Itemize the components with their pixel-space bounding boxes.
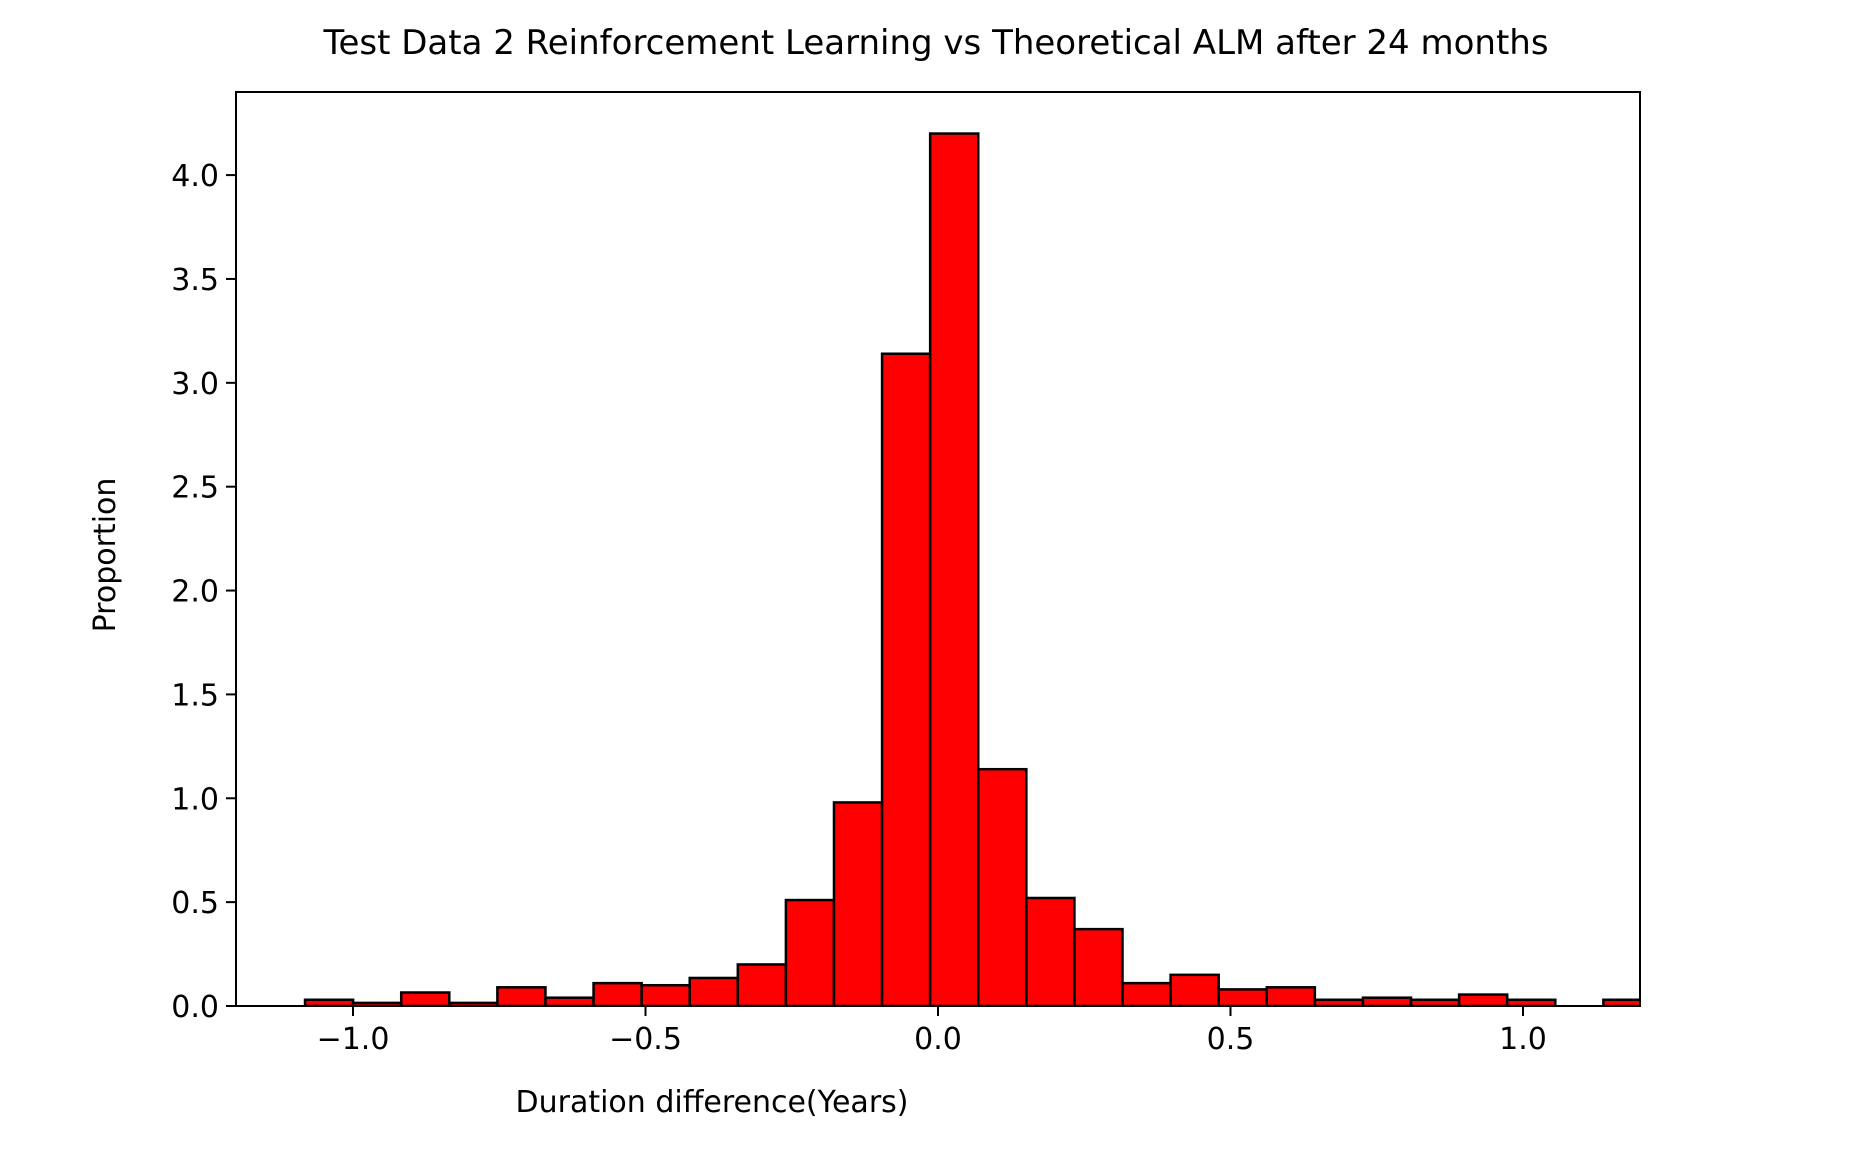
histogram-bar-14 [976,767,1028,1006]
chart-title: Test Data 2 Reinforcement Learning vs Th… [322,23,1548,63]
y-tick-label: 3.5 [171,263,219,298]
histogram-bar-5 [544,996,595,1006]
y-tick-label: 4.0 [171,159,219,194]
histogram-bar-22 [1361,996,1413,1006]
x-tick-label: 0.0 [914,1022,962,1057]
y-tick-label: 1.5 [171,678,219,713]
y-axis-label: Proportion [88,478,123,633]
y-tick-label: 1.0 [171,782,219,817]
histogram-bar-27 [1602,998,1640,1006]
bars-group [303,132,1640,1006]
histogram-bar-8 [688,976,740,1006]
histogram-bar-11 [832,801,884,1006]
histogram-bar-25 [1505,998,1557,1006]
y-tick-label: 0.0 [171,990,219,1025]
histogram-bar-16 [1073,927,1124,1006]
y-tick-label: 2.5 [171,471,219,506]
plot-frame [235,91,1641,1007]
histogram-bar-2 [399,991,451,1006]
x-tick-label: −1.0 [317,1022,390,1057]
x-axis-ticks: −1.0 −0.5 0.0 0.5 1.0 [317,1006,1547,1057]
y-tick-label: 3.0 [171,367,219,402]
histogram-bar-17 [1121,981,1172,1006]
histogram-bar-18 [1169,973,1220,1006]
histogram-bar-6 [592,981,643,1006]
x-axis-label: Duration difference(Years) [516,1085,909,1120]
histogram-bar-12 [880,352,932,1006]
x-tick-label: −0.5 [609,1022,682,1057]
histogram-bar-13 [928,132,980,1006]
y-tick-label: 2.0 [171,575,219,610]
histogram-bar-19 [1217,988,1269,1006]
histogram-bar-20 [1265,986,1317,1006]
histogram-bar-10 [784,898,836,1006]
histogram-bar-4 [496,986,547,1006]
histogram-bar-9 [736,963,788,1006]
x-tick-label: 0.5 [1207,1022,1255,1057]
histogram-bar-7 [640,983,691,1006]
histogram-bar-24 [1457,993,1509,1006]
y-tick-label: 0.5 [171,886,219,921]
x-tick-label: 1.0 [1499,1022,1547,1057]
y-axis-ticks: 0.0 0.5 1.0 1.5 2.0 2.5 3.0 3.5 4.0 [171,159,236,1025]
histogram-bar-15 [1025,896,1076,1006]
